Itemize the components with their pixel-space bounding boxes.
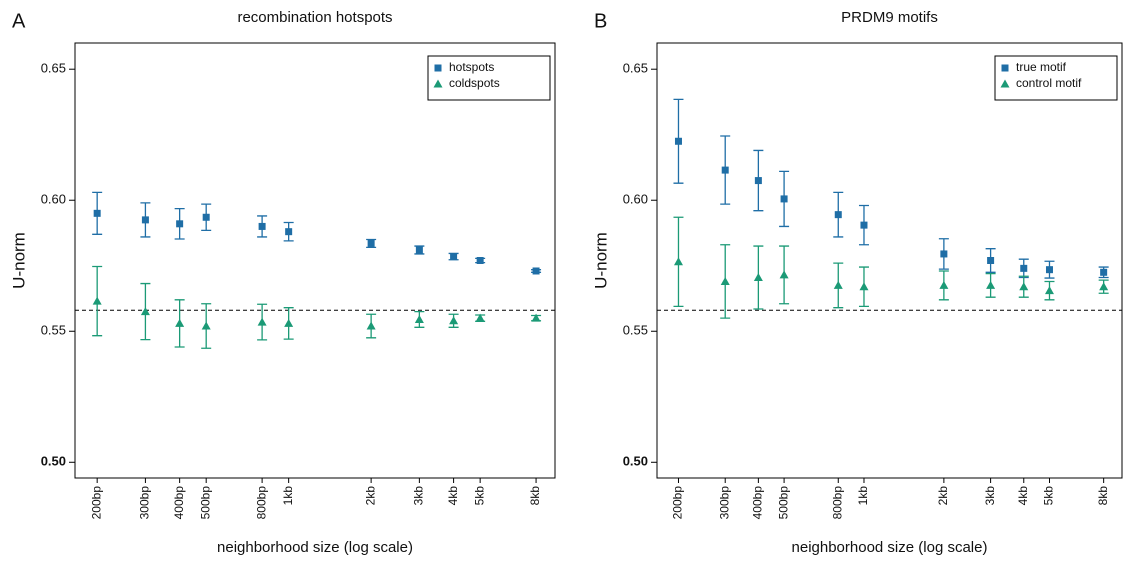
marker xyxy=(475,313,485,322)
marker xyxy=(673,257,683,266)
marker xyxy=(450,253,458,261)
x-tick-label: 3kb xyxy=(983,486,997,506)
x-tick-label: 4kb xyxy=(1016,486,1030,506)
marker xyxy=(141,216,149,224)
marker xyxy=(140,307,150,316)
marker xyxy=(859,282,869,291)
y-axis-label: U-norm xyxy=(591,232,610,289)
marker xyxy=(285,228,293,236)
marker xyxy=(532,267,540,275)
marker xyxy=(754,177,762,185)
marker xyxy=(258,222,266,230)
marker xyxy=(175,318,185,327)
x-tick-label: 200bp xyxy=(89,486,103,520)
x-tick-label: 2kb xyxy=(363,486,377,506)
marker xyxy=(476,257,484,264)
y-tick-label: 0.65 xyxy=(623,61,648,76)
marker xyxy=(940,250,948,258)
marker xyxy=(780,195,788,203)
legend-label: hotspots xyxy=(449,60,494,74)
x-tick-label: 2kb xyxy=(936,486,950,506)
plot-frame xyxy=(656,42,1123,479)
legend-marker xyxy=(1001,64,1009,72)
y-tick-label: 0.65 xyxy=(41,61,66,76)
chart-title: recombination hotspots xyxy=(237,9,392,26)
marker xyxy=(721,166,729,174)
marker xyxy=(367,239,375,247)
panel-label: B xyxy=(594,10,607,32)
x-tick-label: 1kb xyxy=(856,486,870,506)
marker xyxy=(720,276,730,285)
y-tick-label: 0.60 xyxy=(623,192,648,207)
x-tick-label: 5kb xyxy=(472,486,486,506)
marker xyxy=(674,137,682,145)
marker xyxy=(834,211,842,219)
marker xyxy=(1044,286,1054,295)
x-tick-label: 4kb xyxy=(446,486,460,506)
legend-label: control motif xyxy=(1016,76,1082,90)
x-tick-label: 8kb xyxy=(1096,486,1110,506)
x-tick-label: 5kb xyxy=(1042,486,1056,506)
x-tick-label: 400bp xyxy=(751,486,765,520)
legend-marker xyxy=(1000,79,1010,88)
marker xyxy=(1100,268,1108,276)
plot-frame xyxy=(74,42,556,479)
marker xyxy=(1045,266,1053,274)
marker xyxy=(939,280,949,289)
marker xyxy=(176,220,184,228)
legend-label: coldspots xyxy=(449,76,500,90)
marker xyxy=(92,296,102,305)
legend-frame xyxy=(427,55,551,101)
panel-label: A xyxy=(12,10,26,32)
y-tick-label: 0.60 xyxy=(41,192,66,207)
marker xyxy=(93,209,101,217)
marker xyxy=(531,313,541,322)
chart-title: PRDM9 motifs xyxy=(841,9,938,26)
x-tick-label: 800bp xyxy=(830,486,844,520)
x-tick-label: 1kb xyxy=(281,486,295,506)
x-tick-label: 800bp xyxy=(254,486,268,520)
marker xyxy=(257,317,267,326)
marker xyxy=(986,280,996,289)
y-axis-label: U-norm xyxy=(9,232,28,289)
marker xyxy=(414,314,424,323)
marker xyxy=(1020,264,1028,272)
legend-frame xyxy=(994,55,1118,101)
x-axis-label: neighborhood size (log scale) xyxy=(217,539,413,556)
marker xyxy=(753,273,763,282)
marker xyxy=(987,257,995,264)
marker xyxy=(779,270,789,279)
x-tick-label: 3kb xyxy=(412,486,426,506)
x-tick-label: 400bp xyxy=(172,486,186,520)
x-axis-label: neighborhood size (log scale) xyxy=(792,539,988,556)
marker xyxy=(284,318,294,327)
legend-label: true motif xyxy=(1016,60,1067,74)
marker xyxy=(860,221,868,229)
x-tick-label: 300bp xyxy=(138,486,152,520)
marker xyxy=(202,213,210,221)
marker xyxy=(449,316,459,325)
marker xyxy=(201,321,211,330)
y-tick-label: 0.50 xyxy=(41,454,66,469)
y-tick-label: 0.55 xyxy=(41,323,66,338)
marker xyxy=(415,246,423,254)
y-tick-label: 0.55 xyxy=(623,323,648,338)
legend-marker xyxy=(434,64,442,72)
x-tick-label: 200bp xyxy=(671,486,685,520)
x-tick-label: 500bp xyxy=(776,486,790,520)
y-tick-label: 0.50 xyxy=(623,454,648,469)
legend-marker xyxy=(433,79,443,88)
x-tick-label: 300bp xyxy=(717,486,731,520)
x-tick-label: 8kb xyxy=(528,486,542,506)
marker xyxy=(1019,282,1029,291)
marker xyxy=(833,280,843,289)
marker xyxy=(1099,282,1109,291)
marker xyxy=(366,321,376,330)
x-tick-label: 500bp xyxy=(198,486,212,520)
